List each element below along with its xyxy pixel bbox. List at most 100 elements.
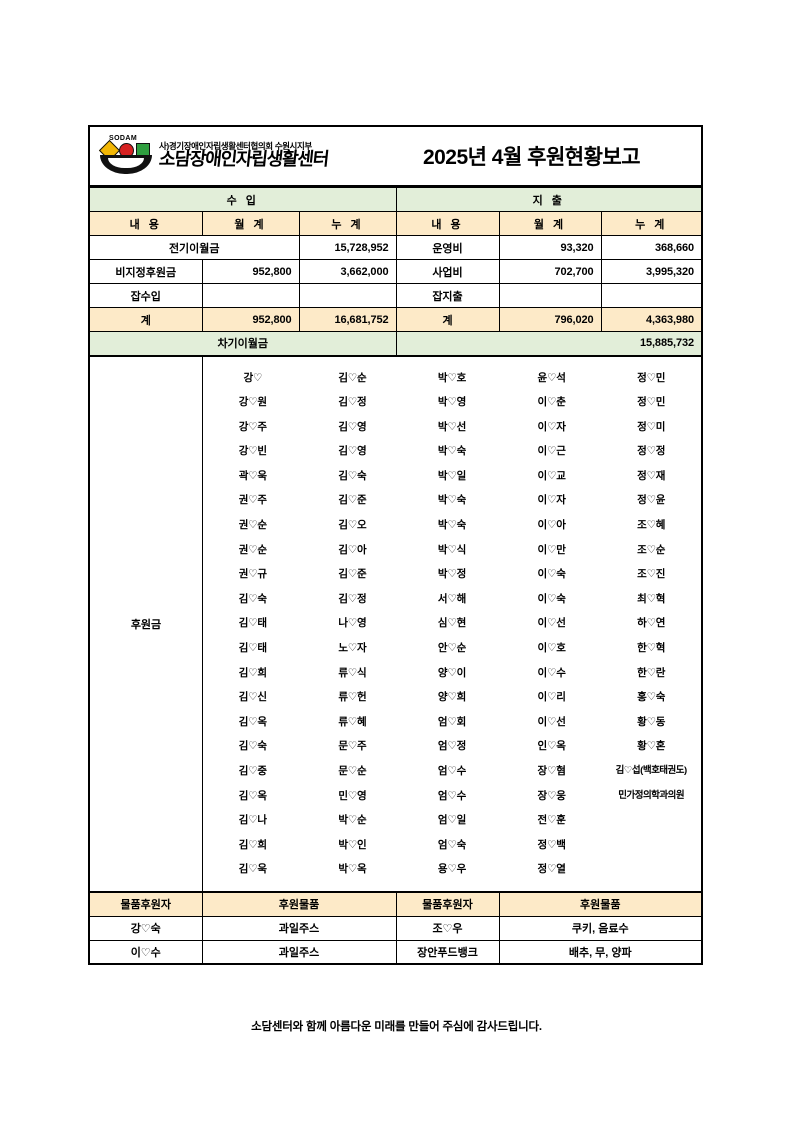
donor-names-grid: 강♡ 강♡원 강♡주 강♡빈 곽♡욱 권♡주 권♡순 권♡순 권♡규 김♡숙 김… [203,357,701,891]
donor-name: 나♡영 [338,617,367,630]
donor-name: 김♡섭(백호태권도) [615,765,688,776]
donor-name: 강♡ [243,371,263,384]
table-row: 전기이월금 15,728,952 운영비 93,320 368,660 [88,235,703,260]
donor-name: 김♡옥 [238,715,267,728]
donor-name: 이♡근 [537,445,566,458]
donor-column: 강♡ 강♡원 강♡주 강♡빈 곽♡욱 권♡주 권♡순 권♡순 권♡규 김♡숙 김… [203,366,303,882]
finance-section-row: 수 입 지 출 [88,187,703,212]
donor-name: 박♡일 [437,469,467,482]
income-item: 비지정후원금 [88,259,203,284]
expense-item: 사업비 [395,259,500,284]
center-name: 소담장애인자립생활센터 [157,149,330,171]
income-month [201,283,300,308]
donor-name: 김♡욱 [238,863,267,876]
donor-name: 김♡준 [338,494,367,507]
association-name: 사)경기장애인자립생활센터협의회 수원시지부 [159,141,312,152]
income-col-cumulative: 누 계 [298,211,397,236]
donor-name: 한♡혁 [637,642,666,655]
donor-name: 문♡순 [338,765,367,777]
donor-name: 강♡원 [238,396,267,409]
goods-col-item-right: 후원물품 [498,891,703,917]
goods-donor: 이♡수 [88,939,203,965]
expense-month [498,283,602,308]
donor-name: 김♡정 [338,396,367,409]
donor-name: 류♡헌 [338,691,367,704]
donor-name: 김♡아 [338,543,367,556]
goods-item: 과일주스 [201,915,397,941]
donation-names-section: 후원금 강♡ 강♡원 강♡주 강♡빈 곽♡욱 권♡주 권♡순 권♡순 권♡규 김… [88,356,703,892]
donor-column: 윤♡석 이♡춘 이♡자 이♡근 이♡교 이♡자 이♡아 이♡만 이♡숙 이♡숙 … [502,366,602,882]
donor-name: 이♡선 [537,715,566,728]
logo-text-block: 사)경기장애인자립생활센터협의회 수원시지부 소담장애인자립생활센터 [157,141,330,171]
expense-section-header: 지 출 [395,187,703,212]
income-item: 잡수입 [88,283,203,308]
donor-name: 한♡란 [637,666,666,679]
expense-col-item: 내 용 [395,211,500,236]
expense-cumulative [600,283,703,308]
donor-name: 이♡자 [537,494,566,507]
goods-donation-table: 물품후원자 후원물품 물품후원자 후원물품 강♡숙 과일주스 조♡우 쿠키, 음… [88,891,703,966]
goods-donor: 조♡우 [395,915,500,941]
donor-name: 엄♡일 [437,814,467,827]
donor-name: 권♡주 [238,494,267,507]
expense-month: 93,320 [498,235,602,260]
donor-name: 엄♡정 [437,740,467,753]
donor-name: 이♡자 [537,420,566,433]
donor-name: 정♡민 [637,396,666,409]
donor-name: 김♡오 [338,519,367,532]
donor-name: 심♡현 [437,617,467,630]
goods-donor: 장안푸드뱅크 [395,939,500,965]
carryover-row: 차기이월금 15,885,732 [88,331,703,356]
donor-name: 엄♡수 [437,765,467,777]
donor-name: 박♡숙 [437,445,467,458]
donor-name: 이♡만 [537,543,566,556]
donor-name: 장♡혐 [537,765,566,777]
donor-name: 류♡혜 [338,715,367,728]
organization-logo: SODAM 사)경기장애인자립생활센터협의회 수원시지부 소담장애인자립생활센터 [90,127,362,185]
page-title: 2025년 4월 후원현황보고 [422,146,641,169]
donor-name: 전♡훈 [537,814,566,827]
donor-name: 류♡식 [338,666,367,679]
donor-column: 김♡순 김♡정 김♡영 김♡영 김♡숙 김♡준 김♡오 김♡아 김♡준 김♡정 … [303,366,403,882]
donor-name: 김♡옥 [238,789,267,802]
footer-note: 소담센터와 함께 아름다운 미래를 만들어 주심에 감사드립니다. [251,1021,542,1033]
donor-name: 박♡숙 [437,494,467,507]
donor-name: 김♡숙 [338,469,367,482]
expense-cumulative: 3,995,320 [600,259,703,284]
table-row: 잡수입 잡지출 [88,283,703,308]
logo-badge-text: SODAM [109,135,138,142]
donor-name: 윤♡석 [537,371,566,384]
donor-name: 권♡순 [238,543,267,556]
donor-name: 김♡순 [338,371,367,384]
donor-name: 정♡백 [537,838,566,851]
donor-name: 용♡우 [437,863,467,876]
donor-name: 이♡춘 [537,396,566,409]
donor-name: 조♡순 [637,543,666,556]
income-item: 전기이월금 [88,235,300,260]
donor-name: 황♡혼 [637,740,666,753]
goods-item: 배추, 무, 양파 [498,939,703,965]
donor-name: 이♡선 [537,617,566,630]
donor-name: 이♡리 [537,691,566,704]
donor-name: 박♡정 [437,568,467,581]
carryover-value: 15,885,732 [395,331,703,356]
goods-col-item-left: 후원물품 [201,891,397,917]
income-total-month: 952,800 [201,307,300,332]
sodam-logo-icon: SODAM [98,135,154,177]
donor-name: 양♡희 [437,691,467,704]
donor-name: 박♡호 [437,371,467,384]
donor-name [601,833,701,858]
donor-name: 장♡웅 [537,789,566,802]
donor-name: 권♡순 [238,519,267,532]
expense-col-month: 월 계 [498,211,602,236]
donor-name: 황♡동 [637,715,666,728]
expense-item: 운영비 [395,235,500,260]
income-cumulative [298,283,397,308]
donor-name: 김♡영 [338,445,367,458]
donor-name: 정♡민 [637,371,666,384]
donor-name: 서♡해 [437,592,467,605]
income-cumulative: 15,728,952 [298,235,397,260]
income-total-cumulative: 16,681,752 [298,307,397,332]
table-row: 비지정후원금 952,800 3,662,000 사업비 702,700 3,9… [88,259,703,284]
